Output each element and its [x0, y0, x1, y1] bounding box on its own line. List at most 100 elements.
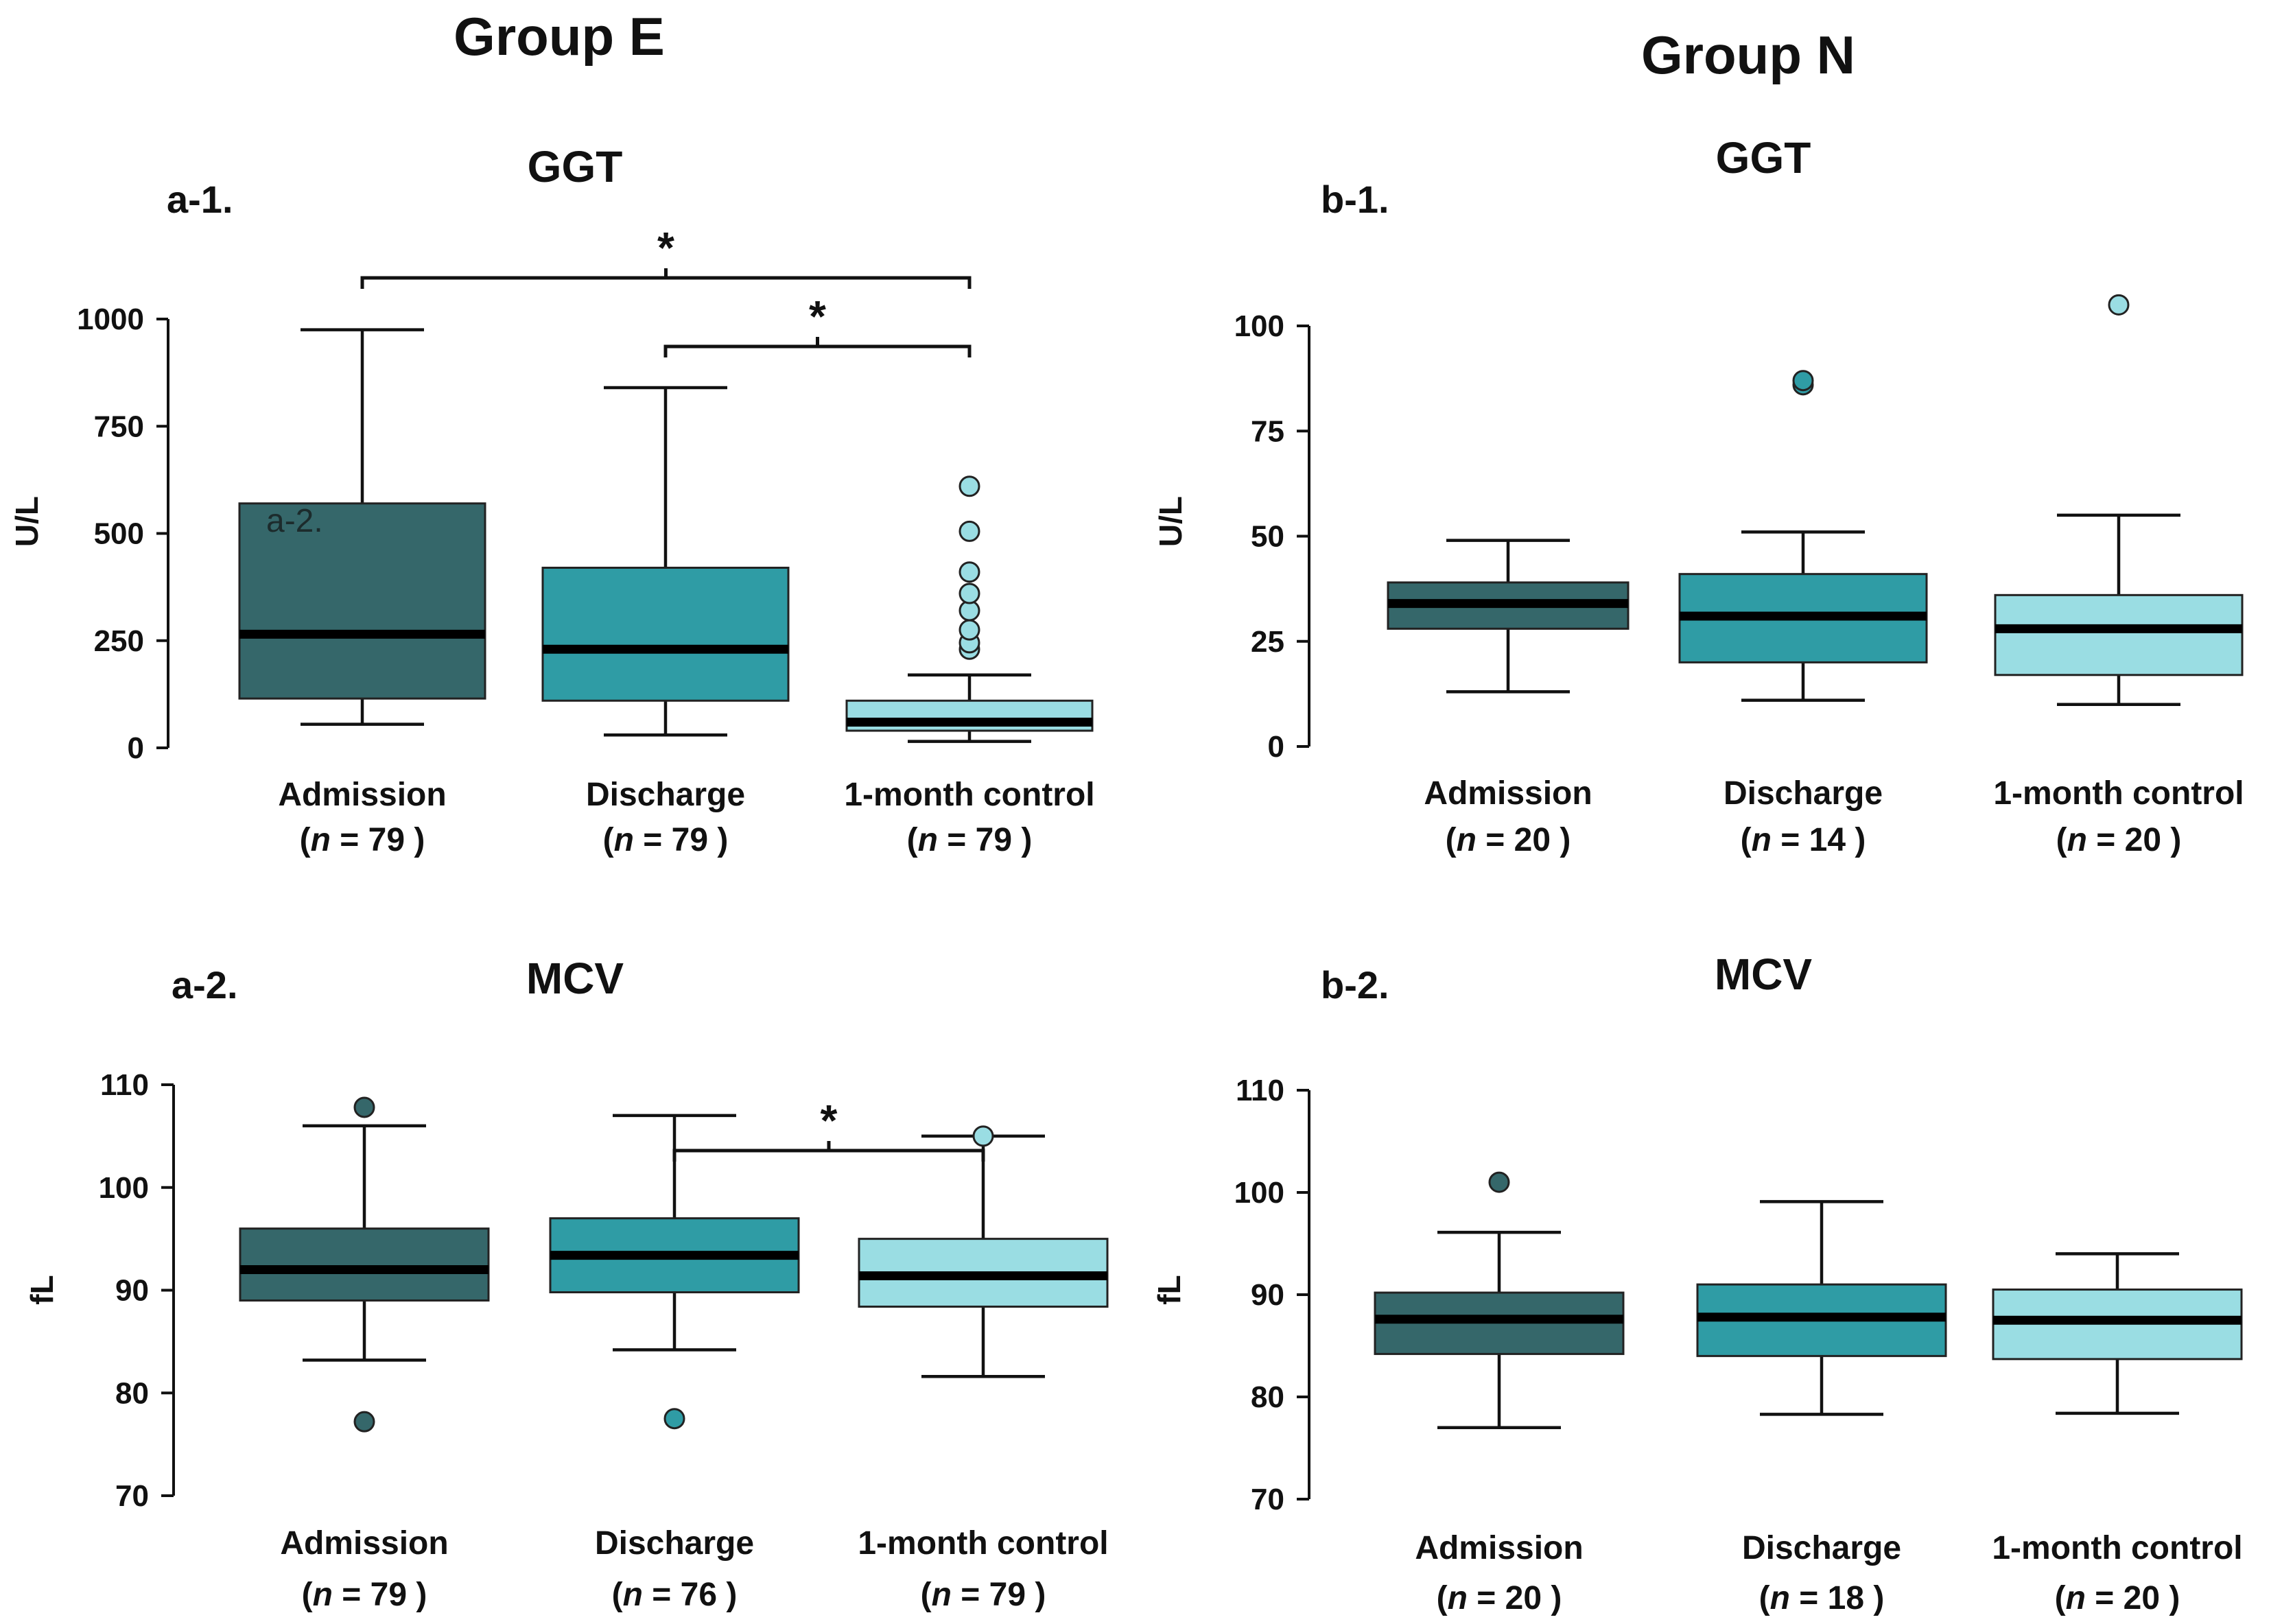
significance-star: * [657, 223, 674, 272]
bracket-line [360, 268, 972, 289]
panel-label: b-1. [1321, 178, 1389, 221]
y-tick-label: 75 [1251, 414, 1284, 448]
significance-star: * [809, 292, 826, 341]
outlier-point [1488, 1171, 1510, 1193]
n-label: (n = 76 ) [612, 1577, 738, 1613]
outlier-point [972, 1125, 994, 1147]
box-iqr [239, 1227, 490, 1302]
significance-star: * [821, 1096, 838, 1145]
category-label: Discharge [595, 1525, 754, 1562]
y-tick-label: 0 [128, 731, 144, 765]
category-label: Discharge [1742, 1530, 1901, 1566]
y-tick-label: 80 [1251, 1380, 1284, 1414]
box-control [1994, 294, 2244, 706]
n-label: (n = 79 ) [302, 1577, 427, 1613]
y-tick-label: 100 [1234, 1176, 1284, 1210]
bracket-line [672, 1141, 985, 1162]
y-tick-label: 90 [115, 1274, 149, 1308]
outlier-point [958, 520, 980, 542]
outlier-point [353, 1411, 375, 1433]
panel-label: b-2. [1321, 963, 1389, 1007]
category-label: 1-month control [844, 777, 1094, 813]
category-label: Admission [278, 777, 446, 813]
panel-title: MCV [526, 954, 624, 1003]
outlier-point [958, 582, 980, 604]
category-label: Admission [1415, 1530, 1583, 1566]
panel-title: GGT [528, 142, 623, 191]
category-label: 1-month control [1992, 1530, 2242, 1566]
y-axis-label: U/L [1153, 496, 1188, 547]
y-tick-label: 70 [1251, 1483, 1284, 1516]
group-e-title: Group E [454, 6, 665, 67]
box-admission [238, 328, 486, 726]
y-tick-label: 50 [1251, 520, 1284, 554]
panel-a2: MCV a-2. 70 80 90 100 110 fL Admission (n = 79 ) D… [24, 954, 1109, 1613]
box-discharge [1678, 370, 1928, 702]
box-iqr [541, 567, 790, 702]
y-tick-label: 80 [115, 1376, 149, 1410]
bracket-line [663, 337, 972, 357]
overlay-label: a-2. [266, 503, 323, 539]
category-label: Discharge [586, 777, 745, 813]
box-iqr [238, 502, 486, 700]
y-tick-label: 0 [1268, 730, 1284, 764]
y-axis-label: fL [24, 1275, 60, 1304]
box-admission [1374, 1171, 1625, 1429]
n-label: (n = 20 ) [2056, 822, 2182, 858]
y-tick-label: 110 [100, 1068, 149, 1102]
y-tick-label: 110 [1236, 1074, 1284, 1107]
n-label: (n = 18 ) [1759, 1580, 1885, 1616]
outlier-point [2108, 294, 2130, 316]
outlier-point [1792, 370, 1814, 392]
y-tick-label: 1000 [77, 303, 144, 336]
outlier-point [663, 1408, 685, 1430]
outlier-point [958, 619, 980, 641]
panel-a1: GGT a-1. 0 250 500 750 1000 U/L Admission (n = 79… [9, 142, 1095, 858]
box-control [858, 1125, 1109, 1378]
box-admission [1387, 539, 1630, 694]
n-label: (n = 20 ) [1437, 1580, 1562, 1616]
y-tick-label: 90 [1251, 1278, 1284, 1312]
y-tick-label: 100 [1234, 309, 1284, 343]
n-label: (n = 20 ) [2055, 1580, 2180, 1616]
n-label: (n = 20 ) [1446, 822, 1571, 858]
n-label: (n = 14 ) [1741, 822, 1866, 858]
significance-bracket: * [663, 292, 972, 357]
category-label: 1-month control [1993, 775, 2244, 812]
box-control [1992, 1252, 2243, 1415]
significance-bracket: * [672, 1096, 985, 1162]
category-label: Discharge [1724, 775, 1883, 812]
y-tick-label: 750 [94, 410, 144, 443]
y-axis-label: fL [1151, 1275, 1187, 1304]
category-label: Admission [1424, 775, 1592, 812]
significance-bracket: * [360, 223, 972, 289]
panel-b2: MCV b-2. 70 80 90 100 110 fL Admission (n = 20 ) D… [1151, 950, 2243, 1616]
y-tick-label: 500 [94, 517, 144, 551]
panel-b1: GGT b-1. 0 25 50 75 100 U/L Admission (n = 20 ) Di… [1153, 133, 2244, 858]
y-tick-label: 25 [1251, 625, 1284, 659]
y-tick-label: 100 [99, 1171, 149, 1205]
box-control [845, 475, 1094, 743]
n-label: (n = 79 ) [300, 822, 425, 858]
outlier-point [958, 475, 980, 497]
outlier-point [353, 1096, 375, 1118]
y-tick-label: 70 [115, 1479, 149, 1513]
box-discharge [541, 386, 790, 737]
panel-label: a-2. [172, 963, 238, 1007]
n-label: (n = 79 ) [907, 822, 1033, 858]
panel-title: GGT [1716, 133, 1811, 183]
y-tick-label: 250 [94, 624, 144, 658]
n-label: (n = 79 ) [921, 1577, 1046, 1613]
box-discharge [549, 1114, 800, 1430]
category-label: Admission [280, 1525, 448, 1562]
box-discharge [1696, 1200, 1947, 1416]
outlier-point [958, 561, 980, 583]
group-n-title: Group N [1641, 25, 1855, 85]
y-axis-label: U/L [9, 496, 45, 547]
category-label: 1-month control [858, 1525, 1108, 1562]
box-admission [239, 1096, 490, 1433]
panel-label: a-1. [167, 178, 233, 221]
n-label: (n = 79 ) [603, 822, 729, 858]
box-iqr [1994, 593, 2244, 676]
